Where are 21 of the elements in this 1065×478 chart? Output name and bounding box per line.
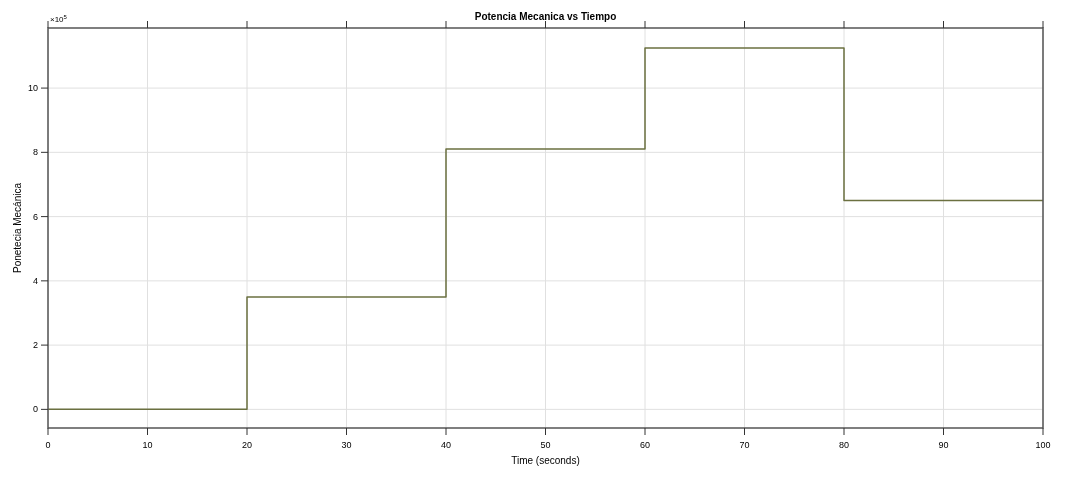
y-tick-label: 8 [32, 147, 38, 158]
x-tick-label: 80 [838, 440, 850, 450]
x-tick-label: 90 [938, 440, 949, 450]
y-tick-label: 0 [32, 404, 38, 415]
y-tick-label: 6 [32, 211, 38, 222]
chart-title: Potencia Mecanica vs Tiempo [474, 11, 617, 22]
x-tick-label: 60 [639, 440, 651, 450]
x-tick-label: 20 [241, 440, 253, 450]
y-tick-label: 2 [32, 340, 38, 351]
y-tick-label: 4 [32, 275, 38, 286]
x-tick-label: 50 [540, 440, 551, 450]
x-tick-label: 10 [142, 440, 153, 450]
x-axis-title: Time (seconds) [511, 455, 580, 466]
x-tick-label: 100 [1035, 440, 1051, 450]
x-tick-label: 30 [341, 440, 352, 450]
y-axis-title: Ponetecia Mecánica [12, 182, 23, 274]
x-tick-label: 70 [739, 440, 750, 450]
text: ×10$^{5}$ [50, 14, 68, 24]
x-tick-label: 40 [440, 440, 452, 450]
y-tick-label: 10 [27, 83, 38, 94]
x-tick-label: 0 [45, 440, 51, 450]
